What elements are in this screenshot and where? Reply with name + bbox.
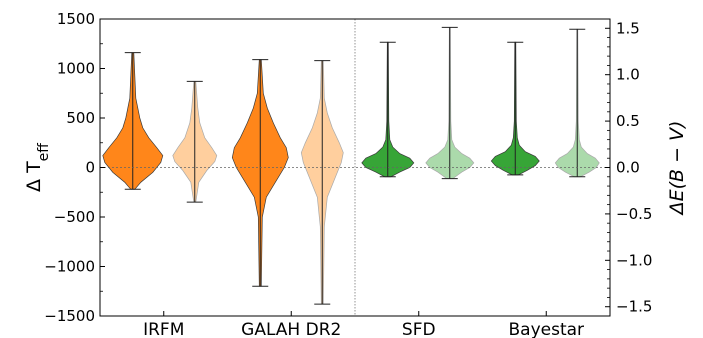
right-tick-label: 1.0 — [616, 66, 640, 84]
category-label: SFD — [402, 320, 436, 338]
labels-layer: Δ Teff ΔE(B − V) — [23, 121, 688, 217]
axes-layer: −1500 −1000 −500 0 500 1000 1500 −1.5 −1.0 −0.5 0.… — [44, 10, 652, 338]
left-tick-label: 1000 — [57, 60, 95, 78]
right-tick-label: −0.5 — [616, 205, 652, 223]
left-tick-label: −500 — [54, 208, 95, 226]
left-tick-label: −1000 — [44, 258, 95, 276]
category-label: IRFM — [143, 320, 184, 338]
right-tick-label: −1.5 — [616, 298, 652, 316]
left-tick-label: 0 — [85, 159, 95, 177]
right-tick-label: 1.5 — [616, 19, 640, 37]
left-axis-label-main: Δ T — [23, 161, 45, 192]
right-axis-label: ΔE(B − V) — [666, 121, 688, 217]
left-axis-label-sub: eff — [36, 143, 52, 162]
left-tick-label: −1500 — [44, 307, 95, 325]
violin-layer — [102, 26, 600, 305]
right-tick-label: 0.5 — [616, 112, 640, 130]
category-label: GALAH DR2 — [241, 320, 341, 338]
left-tick-label: 500 — [66, 109, 95, 127]
category-label: Bayestar — [508, 320, 584, 338]
left-axis-label: Δ Teff — [23, 143, 52, 192]
left-tick-label: 1500 — [57, 10, 95, 28]
right-tick-label: −1.0 — [616, 251, 652, 269]
right-tick-label: 0.0 — [616, 159, 640, 177]
